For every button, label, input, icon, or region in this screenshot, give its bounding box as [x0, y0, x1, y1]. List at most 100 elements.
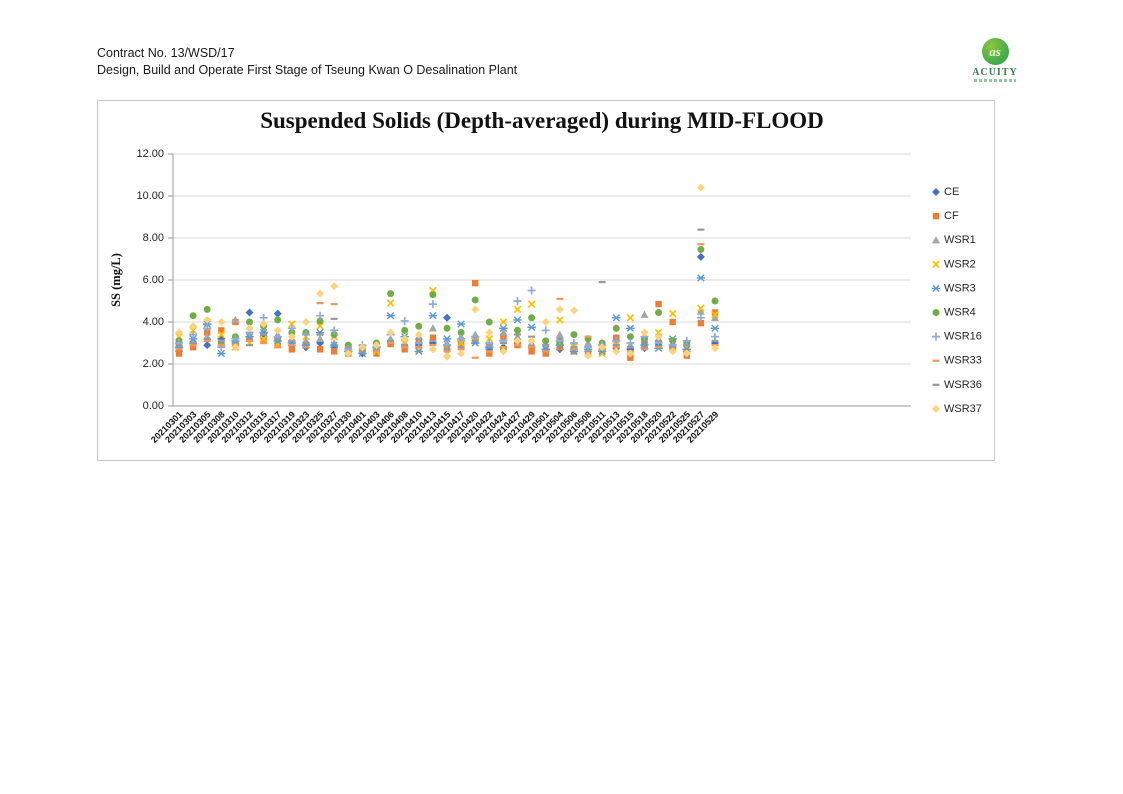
data-point-marker — [542, 350, 549, 357]
data-point-marker — [386, 299, 395, 307]
legend-label: CE — [944, 186, 959, 198]
data-point-marker — [669, 337, 677, 345]
data-point-marker — [541, 326, 550, 335]
data-point-marker — [654, 332, 663, 341]
legend-label: WSR1 — [944, 234, 976, 246]
data-point-marker — [696, 307, 705, 315]
data-point-marker — [711, 309, 719, 316]
data-point-marker — [569, 306, 578, 315]
data-point-marker — [400, 316, 409, 325]
data-point-marker — [457, 341, 465, 349]
data-point-marker — [175, 328, 183, 337]
data-point-marker — [626, 313, 635, 322]
data-point-marker — [428, 345, 437, 354]
data-point-marker — [217, 318, 226, 326]
data-point-marker — [203, 324, 212, 333]
data-point-marker — [570, 331, 578, 339]
series-WSR36 — [175, 228, 719, 353]
data-point-marker — [203, 305, 211, 313]
logo-text: ACUITY — [972, 67, 1018, 78]
data-point-marker — [330, 282, 339, 291]
legend-label: WSR36 — [944, 379, 982, 391]
data-point-marker — [189, 322, 198, 331]
data-point-marker — [569, 339, 578, 347]
data-point-marker — [259, 326, 268, 334]
data-point-marker — [386, 312, 395, 320]
legend-item: WSR4 — [932, 307, 976, 319]
data-point-marker — [414, 347, 423, 356]
data-point-marker — [274, 339, 281, 347]
data-point-marker — [442, 313, 451, 322]
data-point-marker — [428, 324, 437, 332]
data-point-marker — [246, 335, 253, 342]
data-point-marker — [273, 309, 282, 318]
data-point-marker — [556, 344, 564, 351]
data-point-marker — [528, 314, 536, 322]
data-point-marker — [231, 315, 240, 324]
data-point-marker — [485, 328, 494, 337]
data-point-marker — [527, 300, 536, 308]
legend-marker-icon — [932, 260, 940, 269]
data-point-marker — [696, 274, 706, 282]
data-point-marker — [442, 341, 451, 350]
legend-item: CF — [932, 210, 959, 222]
data-point-marker — [471, 332, 480, 341]
data-point-marker — [513, 316, 522, 324]
data-point-marker — [259, 334, 268, 343]
legend-label: WSR4 — [944, 307, 976, 319]
data-point-marker — [457, 349, 466, 358]
legend-label: CF — [944, 210, 959, 222]
data-point-marker — [330, 348, 338, 355]
data-point-marker — [457, 329, 465, 336]
data-point-marker — [527, 286, 536, 295]
data-point-marker — [682, 349, 691, 358]
data-point-marker — [442, 352, 451, 361]
data-point-marker — [260, 337, 267, 345]
data-point-marker — [316, 289, 325, 298]
data-point-marker — [387, 290, 395, 298]
data-point-marker — [697, 246, 705, 254]
data-point-marker — [175, 350, 183, 357]
data-point-marker — [527, 323, 536, 331]
data-point-marker — [428, 300, 437, 309]
data-point-marker — [429, 291, 437, 299]
series-WSR37 — [175, 183, 719, 361]
series-WSR33 — [175, 243, 719, 359]
data-point-marker — [471, 296, 479, 304]
data-point-marker — [697, 319, 705, 327]
data-point-marker — [500, 333, 507, 340]
logo-subtext-illegible — [974, 79, 1016, 82]
legend-item: CE — [932, 186, 959, 198]
data-point-marker — [485, 318, 493, 326]
y-axis-tick-label: 2.00 — [143, 358, 164, 370]
y-axis-tick-label: 10.00 — [136, 190, 164, 202]
data-point-marker — [696, 183, 705, 192]
y-axis-tick-label: 0.00 — [143, 400, 164, 412]
legend-item: WSR33 — [932, 355, 982, 367]
data-point-marker — [288, 346, 296, 353]
data-point-marker — [514, 326, 522, 334]
data-point-marker — [259, 320, 268, 329]
data-point-marker — [696, 252, 705, 261]
legend-label: WSR37 — [944, 403, 982, 415]
data-point-marker — [710, 332, 719, 341]
data-point-marker — [541, 318, 550, 326]
data-point-marker — [669, 318, 676, 326]
data-point-marker — [640, 328, 649, 337]
data-point-marker — [499, 318, 508, 326]
data-point-marker — [555, 305, 564, 314]
legend-marker-icon — [932, 404, 940, 413]
data-point-marker — [429, 334, 437, 341]
y-axis-tick-label: 12.00 — [136, 148, 164, 160]
data-point-marker — [668, 309, 677, 318]
data-point-marker — [513, 332, 522, 340]
data-point-marker — [231, 334, 240, 343]
data-point-marker — [710, 344, 719, 353]
data-point-marker — [655, 300, 662, 308]
data-point-marker — [231, 343, 240, 352]
data-point-marker — [668, 347, 677, 356]
data-point-marker — [330, 326, 339, 335]
data-point-marker — [584, 351, 593, 360]
